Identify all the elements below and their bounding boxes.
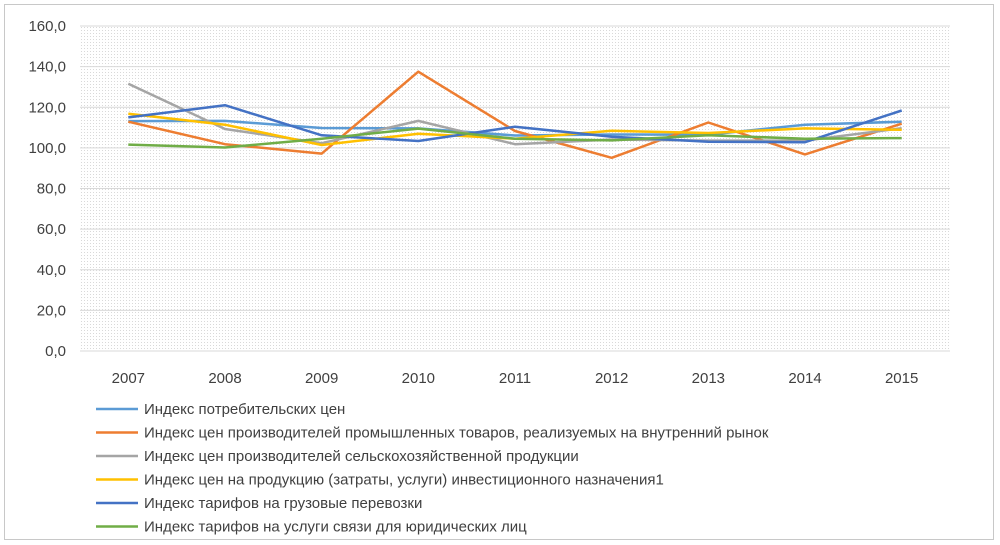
x-tick-label: 2010 [402, 370, 435, 387]
series-line-5 [128, 103, 903, 144]
y-tick-label: 40,0 [37, 262, 66, 279]
x-tick-label: 2012 [595, 370, 628, 387]
y-tick-label: 120,0 [28, 99, 66, 116]
x-tick-label: 2008 [208, 370, 241, 387]
x-tick-label: 2013 [692, 370, 725, 387]
x-tick-label: 2007 [112, 370, 145, 387]
y-tick-label: 140,0 [28, 59, 66, 76]
x-tick-label: 2015 [885, 370, 918, 387]
x-tick-label: 2009 [305, 370, 338, 387]
series-line-2 [128, 70, 903, 160]
legend-label: Индекс тарифов на грузовые перевозки [144, 495, 422, 512]
y-tick-label: 60,0 [37, 221, 66, 238]
x-axis-ticks: 2007 2008 2009 2010 2011 2012 2013 2014 2015 [112, 370, 919, 387]
legend-label: Индекс цен производителей сельскохозяйст… [144, 448, 579, 465]
x-tick-label: 2014 [788, 370, 821, 387]
y-tick-label: 100,0 [28, 140, 66, 157]
y-tick-label: 0,0 [45, 343, 66, 360]
x-tick-label: 2011 [499, 370, 531, 387]
legend-label: Индекс потребительских цен [144, 401, 345, 418]
y-tick-label: 80,0 [37, 181, 66, 198]
series-line-1 [128, 119, 902, 137]
series-lines [127, 70, 903, 160]
y-tick-label: 20,0 [37, 302, 66, 319]
legend-label: Индекс тарифов на услуги связи для юриди… [144, 519, 527, 536]
series-line-6 [128, 127, 902, 149]
legend-label: Индекс цен производителей промышленных т… [144, 425, 769, 442]
series-line-3 [127, 82, 902, 146]
y-tick-label: 160,0 [28, 18, 66, 35]
legend-label: Индекс цен на продукцию (затраты, услуги… [144, 472, 664, 489]
y-axis-ticks: 0,0 20,0 40,0 60,0 80,0 100,0 120,0 140,0 160,0 [28, 18, 66, 360]
legend: Индекс потребительских цен Индекс цен про… [96, 401, 769, 536]
